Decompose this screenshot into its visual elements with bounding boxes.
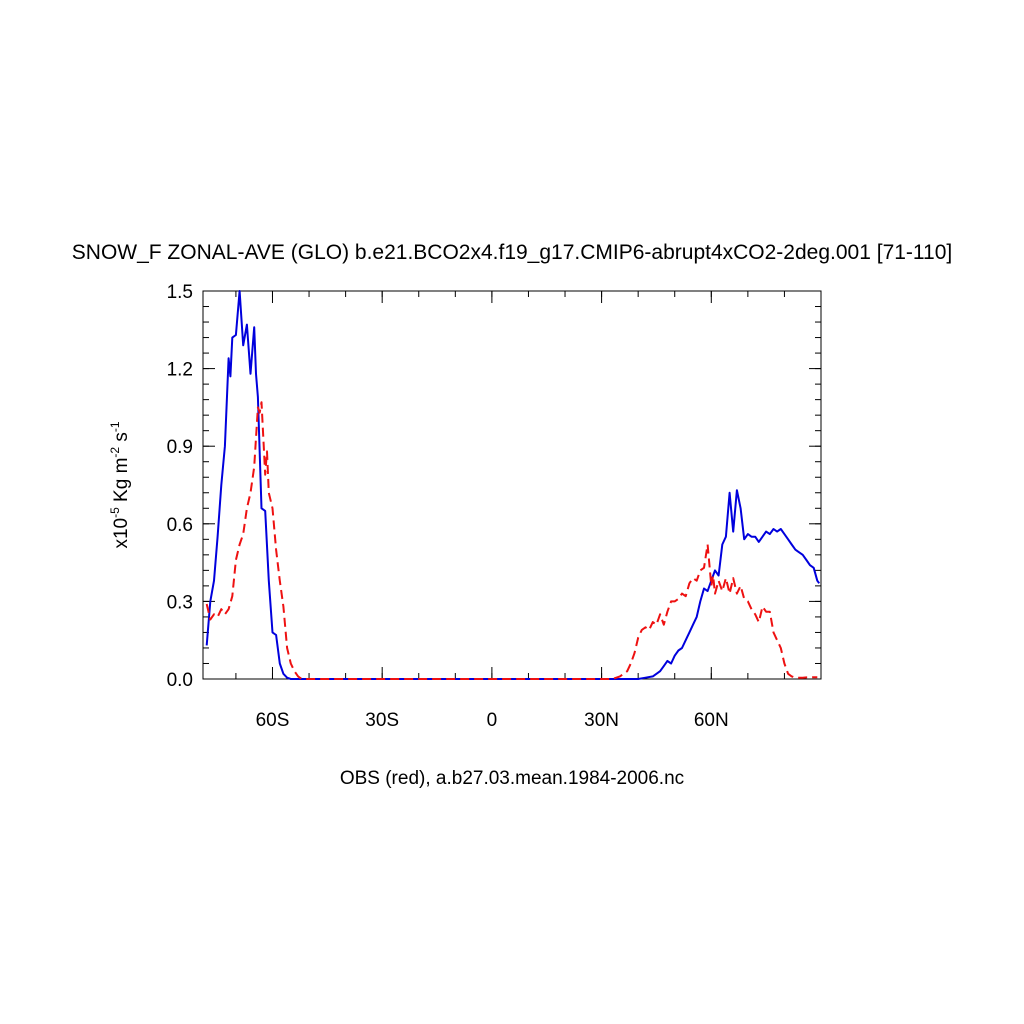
y-tick-label: 1.2 xyxy=(167,360,193,381)
y-tick-label: 1.5 xyxy=(167,282,193,303)
chart-title: SNOW_F ZONAL-AVE (GLO) b.e21.BCO2x4.f19_… xyxy=(72,241,952,264)
y-label-exp2: -2 xyxy=(108,447,122,458)
y-label-mid2: s xyxy=(111,432,132,447)
y-tick-label: 0.6 xyxy=(167,515,193,536)
y-label-prefix: x10 xyxy=(111,518,132,549)
y-label-exp3: -1 xyxy=(108,421,122,432)
y-tick-label: 0.0 xyxy=(167,670,193,691)
y-tick-label: 0.9 xyxy=(167,437,193,458)
x-tick-label: 0 xyxy=(487,710,498,731)
tick-labels: 0.0 0.3 0.6 0.9 1.2 1.5 60S 30S 0 30N 60N xyxy=(167,282,729,731)
x-tick-label: 60S xyxy=(256,710,290,731)
x-axis-label: OBS (red), a.b27.03.mean.1984-2006.nc xyxy=(340,768,684,789)
obs-series-line xyxy=(205,401,818,680)
y-tick-label: 0.3 xyxy=(167,592,193,613)
x-tick-label: 30S xyxy=(365,710,399,731)
y-label-exp1: -5 xyxy=(108,507,122,518)
y-axis-label: x10-5 Kg m-2 s-1 xyxy=(108,421,132,548)
y-label-mid: Kg m xyxy=(111,458,132,508)
model-series-line xyxy=(205,290,821,680)
x-tick-label: 60N xyxy=(694,710,729,731)
plot-frame xyxy=(202,290,822,680)
axis-ticks xyxy=(203,290,822,680)
series-lines xyxy=(205,290,821,680)
x-tick-label: 30N xyxy=(584,710,619,731)
